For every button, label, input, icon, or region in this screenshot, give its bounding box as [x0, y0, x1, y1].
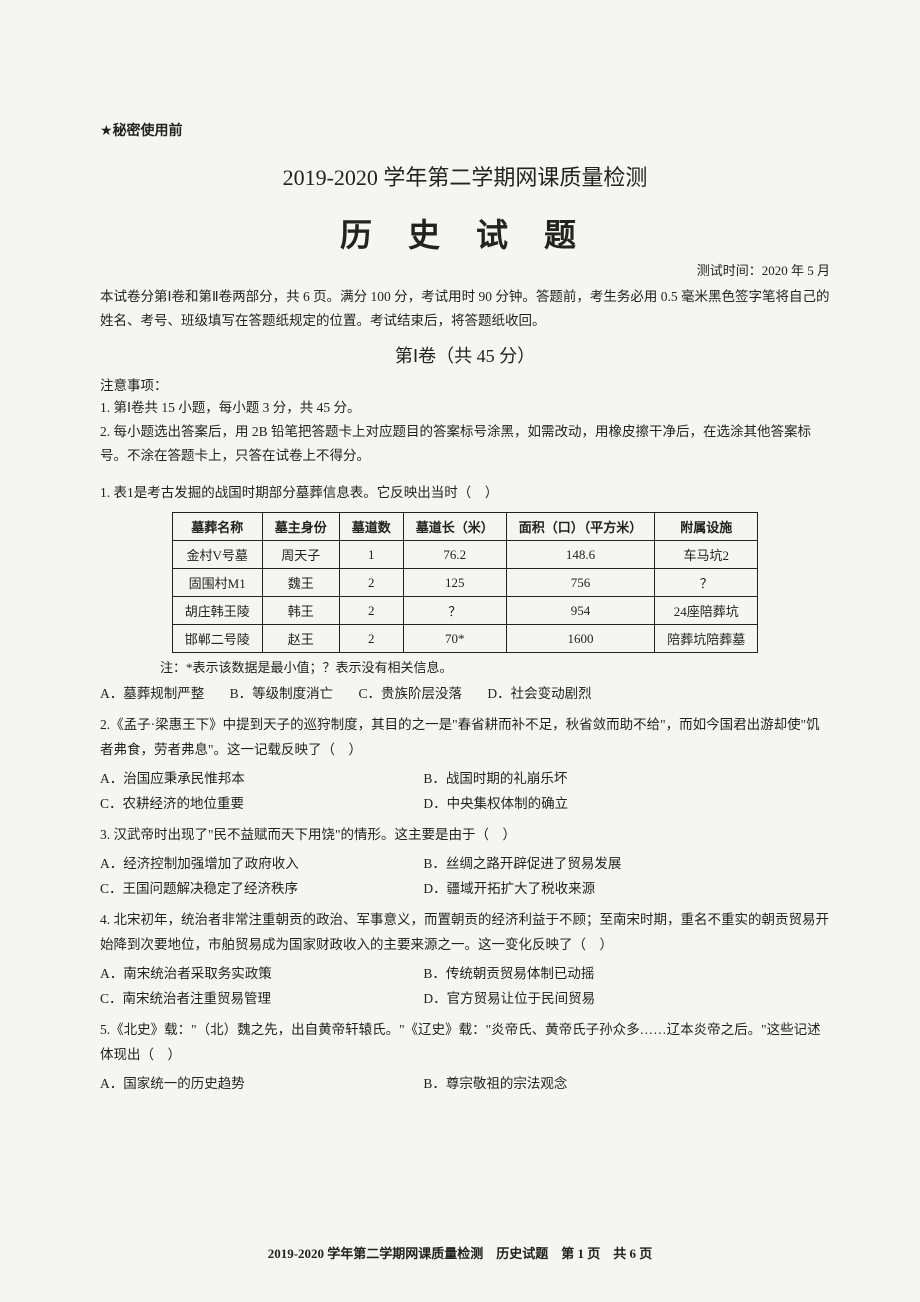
- confidential-bold: 秘密使用前: [113, 124, 183, 139]
- q4-opt-b: B．传统朝贡贸易体制已动摇: [423, 962, 743, 987]
- q1-opt-b: B．等级制度消亡: [230, 682, 334, 707]
- question-1-note: 注：*表示该数据是最小值；？表示没有相关信息。: [160, 657, 830, 676]
- q4-opt-d: D．官方贸易让位于民间贸易: [423, 987, 743, 1012]
- notice-list: 1. 第Ⅰ卷共 15 小题，每小题 3 分，共 45 分。 2. 每小题选出答案…: [100, 396, 830, 467]
- section-1-heading: 第Ⅰ卷（共 45 分）: [100, 342, 830, 368]
- q1-th-0: 墓葬名称: [172, 513, 262, 541]
- q1-r1c1: 魏王: [262, 569, 339, 597]
- q3-opt-c: C．王国问题解决稳定了经济秩序: [100, 877, 420, 902]
- q1-r1c5: ？: [655, 569, 758, 597]
- confidential-notice: ★秘密使用前: [100, 120, 830, 140]
- question-5-stem: 5.《北史》载："（北）魏之先，出自黄帝轩辕氏。"《辽史》载："炎帝氏、黄帝氏子…: [100, 1018, 830, 1068]
- q1-r0c0: 金村V号墓: [172, 541, 262, 569]
- q1-r2c1: 韩王: [262, 597, 339, 625]
- q2-opt-a: A．治国应秉承民惟邦本: [100, 767, 420, 792]
- q1-r1c3: 125: [403, 569, 506, 597]
- notice-item-1: 1. 第Ⅰ卷共 15 小题，每小题 3 分，共 45 分。: [100, 396, 830, 420]
- question-2-options: A．治国应秉承民惟邦本 B．战国时期的礼崩乐坏 C．农耕经济的地位重要 D．中央…: [100, 767, 830, 817]
- confidential-star: ★: [100, 124, 113, 139]
- q1-r1c4: 756: [506, 569, 655, 597]
- q4-opt-c: C．南宋统治者注重贸易管理: [100, 987, 420, 1012]
- intro-paragraph: 本试卷分第Ⅰ卷和第Ⅱ卷两部分，共 6 页。满分 100 分，考试用时 90 分钟…: [100, 285, 830, 332]
- q1-r3c1: 赵王: [262, 625, 339, 653]
- q1-r1c2: 2: [339, 569, 403, 597]
- question-3-stem: 3. 汉武帝时出现了"民不益赋而天下用饶"的情形。这主要是由于（ ）: [100, 823, 830, 848]
- q4-opt-a: A．南宋统治者采取务实政策: [100, 962, 420, 987]
- notice-label: 注意事项：: [100, 374, 830, 394]
- q1-r2c3: ？: [403, 597, 506, 625]
- q1-th-5: 附属设施: [655, 513, 758, 541]
- q1-r2c4: 954: [506, 597, 655, 625]
- question-1-table: 墓葬名称 墓主身份 墓道数 墓道长（米） 面积（口）（平方米） 附属设施 金村V…: [172, 512, 759, 653]
- q1-r1c0: 固围村M1: [172, 569, 262, 597]
- subject-title: 历 史 试 题: [100, 210, 830, 256]
- q1-r3c3: 70*: [403, 625, 506, 653]
- q1-th-3: 墓道长（米）: [403, 513, 506, 541]
- q5-opt-b: B．尊宗敬祖的宗法观念: [423, 1072, 743, 1097]
- q1-th-2: 墓道数: [339, 513, 403, 541]
- q1-r2c0: 胡庄韩王陵: [172, 597, 262, 625]
- q1-opt-c: C．贵族阶层没落: [359, 682, 463, 707]
- q1-r3c5: 陪葬坑陪葬墓: [655, 625, 758, 653]
- q1-opt-a: A．墓葬规制严整: [100, 682, 204, 707]
- question-1-stem: 1. 表1是考古发掘的战国时期部分墓葬信息表。它反映出当时（ ）: [100, 481, 830, 506]
- q5-opt-a: A．国家统一的历史趋势: [100, 1072, 420, 1097]
- test-time: 测试时间：2020 年 5 月: [100, 260, 830, 279]
- q2-opt-d: D．中央集权体制的确立: [423, 792, 743, 817]
- q2-opt-c: C．农耕经济的地位重要: [100, 792, 420, 817]
- question-4-stem: 4. 北宋初年，统治者非常注重朝贡的政治、军事意义，而置朝贡的经济利益于不顾；至…: [100, 908, 830, 958]
- q1-r2c2: 2: [339, 597, 403, 625]
- question-1-options: A．墓葬规制严整 B．等级制度消亡 C．贵族阶层没落 D．社会变动剧烈: [100, 682, 830, 707]
- question-2-stem: 2.《孟子·梁惠王下》中提到天子的巡狩制度，其目的之一是"春省耕而补不足，秋省敛…: [100, 713, 830, 763]
- q3-opt-b: B．丝绸之路开辟促进了贸易发展: [423, 852, 743, 877]
- q1-r0c5: 车马坑2: [655, 541, 758, 569]
- q1-r3c2: 2: [339, 625, 403, 653]
- q1-r0c4: 148.6: [506, 541, 655, 569]
- q1-r0c3: 76.2: [403, 541, 506, 569]
- question-4-options: A．南宋统治者采取务实政策 B．传统朝贡贸易体制已动摇 C．南宋统治者注重贸易管…: [100, 962, 830, 1012]
- notice-item-2: 2. 每小题选出答案后，用 2B 铅笔把答题卡上对应题目的答案标号涂黑，如需改动…: [100, 420, 830, 467]
- q1-r3c4: 1600: [506, 625, 655, 653]
- q1-r3c0: 邯郸二号陵: [172, 625, 262, 653]
- page-footer: 2019-2020 学年第二学期网课质量检测 历史试题 第 1 页 共 6 页: [0, 1243, 920, 1262]
- q3-opt-a: A．经济控制加强增加了政府收入: [100, 852, 420, 877]
- q3-opt-d: D．疆域开拓扩大了税收来源: [423, 877, 743, 902]
- q1-r2c5: 24座陪葬坑: [655, 597, 758, 625]
- main-title: 2019-2020 学年第二学期网课质量检测: [100, 160, 830, 192]
- question-5-options: A．国家统一的历史趋势 B．尊宗敬祖的宗法观念: [100, 1072, 830, 1097]
- question-3-options: A．经济控制加强增加了政府收入 B．丝绸之路开辟促进了贸易发展 C．王国问题解决…: [100, 852, 830, 902]
- q1-r0c1: 周天子: [262, 541, 339, 569]
- q2-opt-b: B．战国时期的礼崩乐坏: [423, 767, 743, 792]
- q1-th-1: 墓主身份: [262, 513, 339, 541]
- q1-th-4: 面积（口）（平方米）: [506, 513, 655, 541]
- q1-opt-d: D．社会变动剧烈: [487, 682, 591, 707]
- q1-r0c2: 1: [339, 541, 403, 569]
